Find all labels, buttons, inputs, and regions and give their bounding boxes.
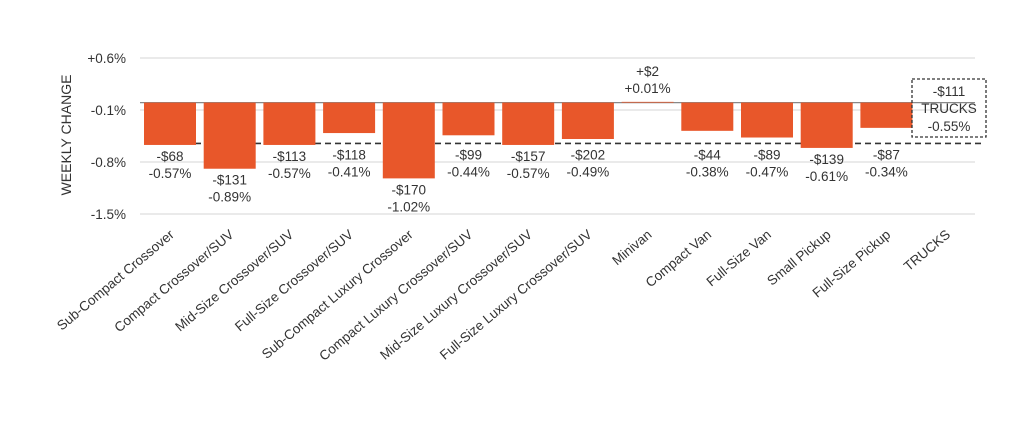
data-label-percent: -0.34% [865, 164, 908, 179]
trucks-percent: -0.55% [928, 119, 971, 134]
trucks-summary-box: -$111 TRUCKS -0.55% [911, 78, 987, 138]
y-tick-label: -0.1% [91, 103, 126, 118]
trucks-dollar: -$111 [933, 84, 966, 99]
y-tick-label: -1.5% [91, 207, 126, 222]
data-label-dollar: -$170 [392, 182, 427, 197]
bar [263, 102, 316, 145]
y-axis-label: WEEKLY CHANGE [58, 75, 74, 196]
data-label-dollar: -$113 [273, 149, 307, 164]
bar [561, 102, 614, 140]
data-label-percent: -0.57% [149, 166, 192, 181]
category-label: Full-Size Crossover/SUV [232, 227, 356, 334]
category-label: Sub-Compact Crossover [54, 226, 177, 333]
data-label-dollar: -$202 [571, 147, 606, 162]
data-label-percent: -0.38% [686, 164, 729, 179]
bar [203, 102, 256, 169]
data-label-dollar: +$2 [636, 64, 659, 79]
data-label-dollar: -$44 [694, 147, 722, 162]
data-label-percent: -0.41% [328, 164, 371, 179]
bar [442, 102, 495, 136]
category-label: Mid-Size Crossover/SUV [172, 227, 296, 334]
bar [800, 102, 853, 148]
data-label-dollar: -$89 [753, 147, 780, 162]
data-label-dollar: -$99 [455, 147, 482, 162]
data-label-percent: -0.89% [208, 190, 251, 205]
bar [502, 102, 555, 145]
y-tick-label: -0.8% [91, 155, 126, 170]
data-label-dollar: -$157 [511, 149, 546, 164]
data-label-percent: -0.49% [567, 164, 610, 179]
data-label-dollar: -$87 [873, 147, 900, 162]
category-label: TRUCKS [901, 227, 953, 274]
data-label-percent: +0.01% [625, 81, 671, 96]
data-label-percent: -0.44% [447, 164, 490, 179]
data-label-dollar: -$68 [156, 149, 183, 164]
bar [621, 101, 674, 103]
bar [144, 102, 196, 145]
data-label-percent: -1.02% [387, 199, 430, 214]
data-label-percent: -0.57% [507, 166, 550, 181]
bar [860, 102, 913, 128]
data-label-percent: -0.47% [746, 164, 789, 179]
y-tick-label: +0.6% [87, 51, 126, 66]
data-label-dollar: -$139 [809, 152, 844, 167]
data-label-dollar: -$118 [332, 147, 366, 162]
category-label: Minivan [609, 227, 654, 268]
data-label-dollar: -$131 [212, 173, 247, 188]
bar [681, 102, 734, 131]
category-label: Compact Van [643, 227, 715, 290]
bar [382, 102, 435, 179]
data-label-percent: -0.61% [805, 169, 848, 184]
trucks-label: TRUCKS [921, 101, 977, 116]
category-label: Compact Crossover/SUV [111, 227, 236, 335]
category-label: Full-Size Van [704, 227, 774, 289]
data-label-percent: -0.57% [268, 166, 311, 181]
bar [741, 102, 793, 138]
bar [323, 102, 376, 134]
